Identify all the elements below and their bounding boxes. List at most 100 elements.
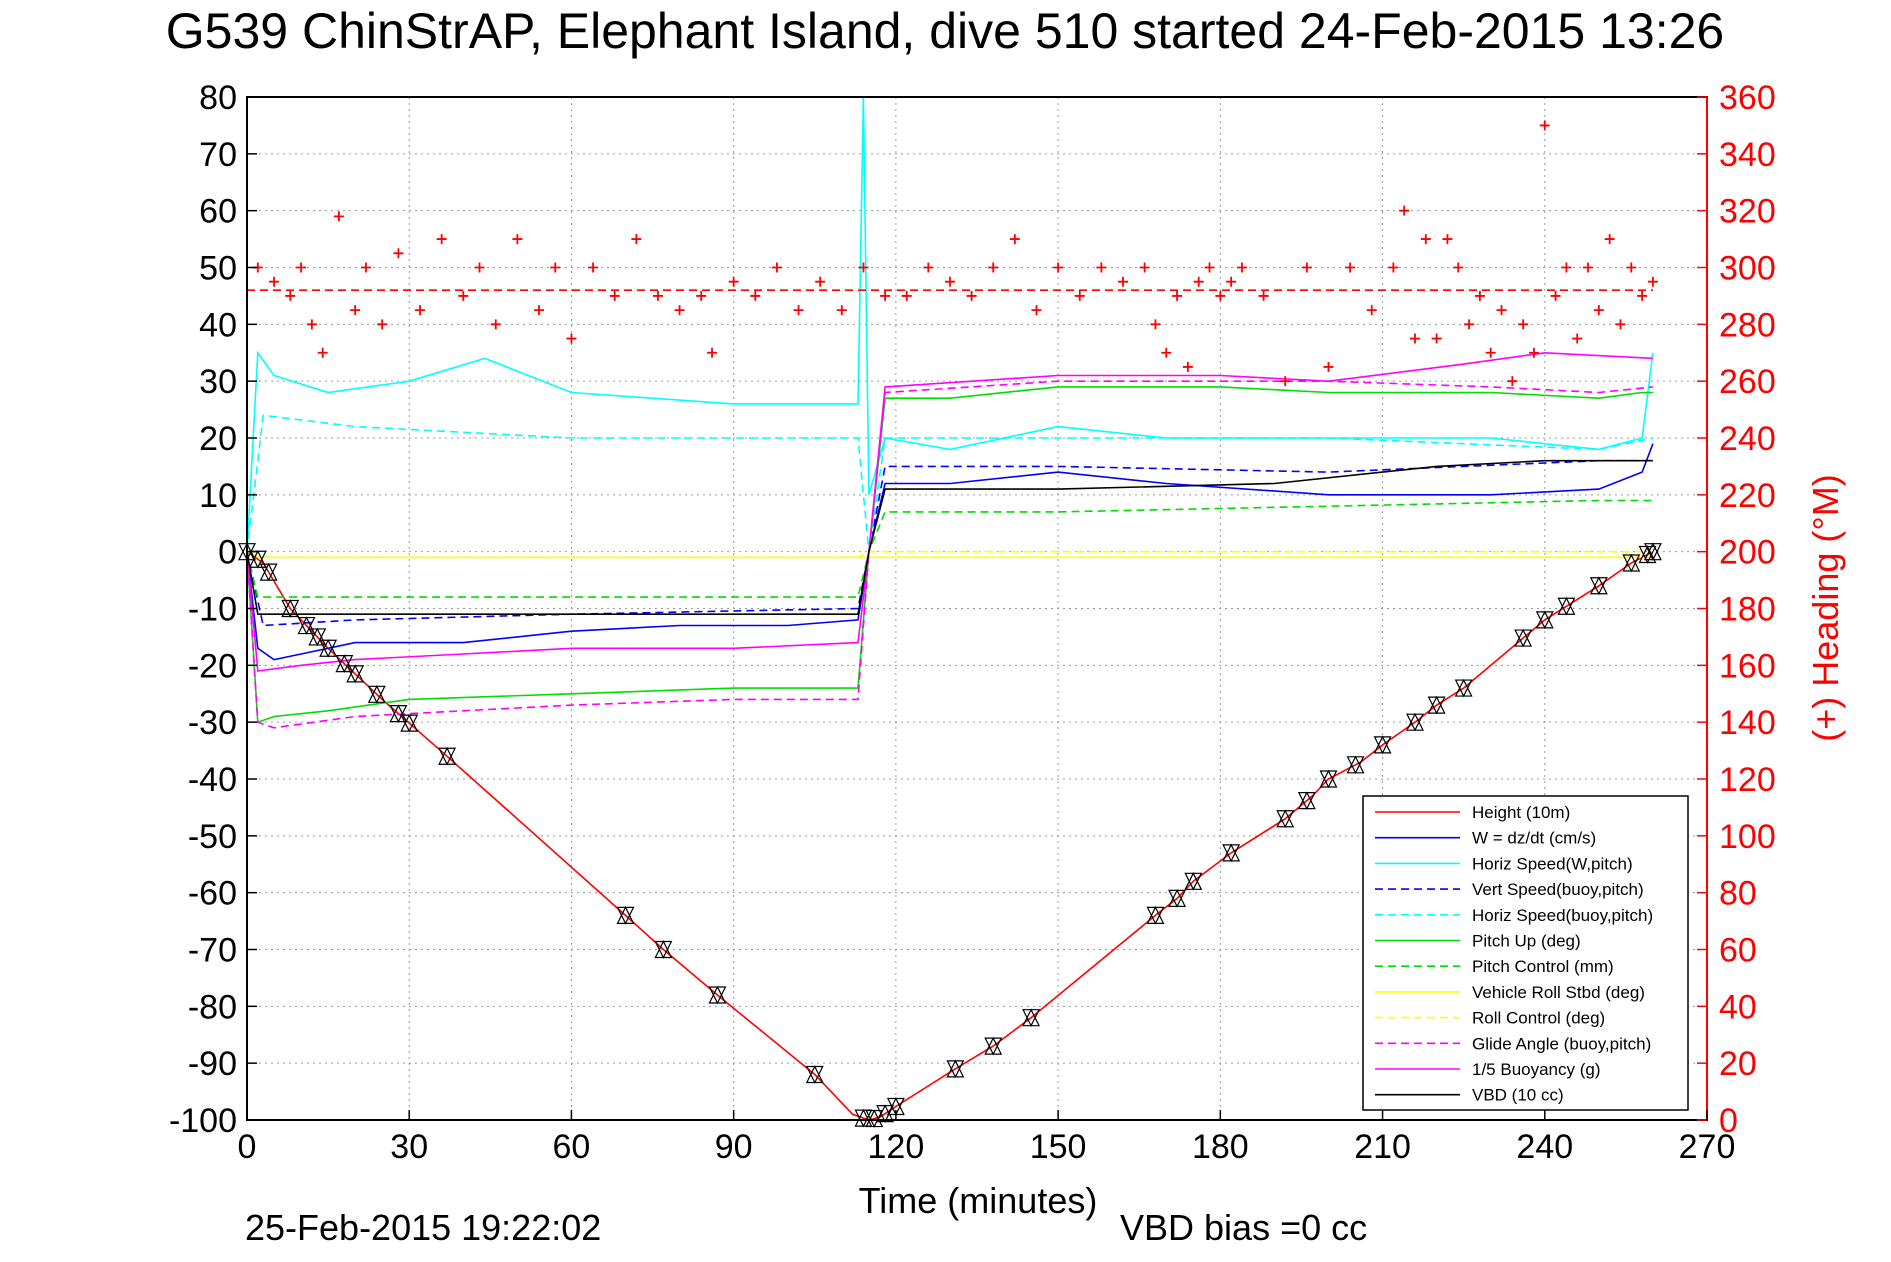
series-line-3: [247, 459, 1653, 627]
heading-marker: [1053, 262, 1064, 273]
y2-tick-label: 180: [1719, 591, 1776, 629]
heading-marker: [588, 262, 599, 273]
heading-marker: [1442, 234, 1453, 245]
heading-marker: [1096, 262, 1107, 273]
heading-marker: [1009, 234, 1020, 245]
y-tick-label: 50: [199, 250, 237, 288]
triangle-marker-down: [1022, 1009, 1041, 1028]
heading-marker: [393, 248, 404, 259]
y2-tick-label: 300: [1719, 250, 1776, 288]
heading-marker: [771, 262, 782, 273]
x-tick-label: 210: [1354, 1128, 1411, 1166]
heading-marker: [1637, 290, 1648, 301]
footer-note: VBD bias =0 cc: [1120, 1207, 1367, 1248]
triangle-marker-down: [1643, 543, 1662, 562]
y2-tick-label: 0: [1719, 1102, 1738, 1140]
triangle-marker-down: [1454, 679, 1473, 698]
heading-marker: [269, 276, 280, 287]
heading-marker: [1496, 305, 1507, 316]
heading-marker: [707, 347, 718, 358]
y2-tick-label: 80: [1719, 875, 1757, 913]
heading-marker: [360, 262, 371, 273]
triangle-marker-down: [1346, 756, 1365, 775]
heading-marker: [1474, 290, 1485, 301]
y-tick-label: 80: [199, 79, 237, 117]
legend-label: Glide Angle (buoy,pitch): [1472, 1034, 1651, 1053]
series-line-10: [247, 351, 1653, 672]
triangle-markers: [238, 542, 1662, 1128]
heading-marker: [317, 347, 328, 358]
heading-marker: [793, 305, 804, 316]
triangle-marker-down: [389, 705, 408, 723]
y-tick-label: -50: [188, 818, 237, 856]
series-line-8: [247, 550, 1653, 559]
heading-marker: [944, 276, 955, 287]
series-layer: [247, 97, 1654, 1120]
y-tick-label: -70: [188, 932, 237, 970]
triangle-marker-down: [1373, 736, 1392, 755]
y-tick-label: -60: [188, 875, 237, 913]
triangle-marker-down: [1184, 872, 1203, 891]
heading-marker: [1366, 305, 1377, 316]
heading-marker: [728, 276, 739, 287]
triangle-marker-down: [1638, 545, 1657, 564]
heading-marker: [1399, 205, 1410, 216]
heading-marker: [1410, 333, 1420, 344]
y2-tick-label: 60: [1719, 932, 1757, 970]
triangle-marker-down: [1146, 906, 1165, 925]
y-tick-label: 70: [199, 136, 237, 174]
legend-label: Horiz Speed(W,pitch): [1472, 854, 1633, 873]
triangle-marker-down: [346, 665, 365, 684]
triangle-marker-down: [1168, 889, 1187, 908]
series-line-7: [247, 550, 1653, 559]
heading-marker: [1647, 276, 1658, 287]
triangle-marker-down: [281, 599, 300, 618]
heading-marker: [1615, 319, 1626, 330]
heading-marker: [333, 211, 344, 222]
heading-marker: [377, 319, 388, 330]
heading-marker: [750, 290, 761, 301]
y2-tick-label: 100: [1719, 818, 1776, 856]
y-tick-label: 30: [199, 363, 237, 401]
x-tick-label: 120: [868, 1128, 925, 1166]
heading-marker: [1236, 262, 1247, 273]
series-line-9: [247, 380, 1653, 729]
heading-marker: [436, 234, 447, 245]
heading-marker: [512, 234, 523, 245]
legend-box: [1362, 795, 1689, 1111]
heading-marker: [550, 262, 561, 273]
heading-marker: [474, 262, 485, 273]
heading-marker: [858, 262, 869, 273]
heading-marker: [1593, 305, 1604, 316]
series-line-6: [247, 499, 1653, 598]
series-line-2: [247, 97, 1654, 552]
triangle-marker-down: [1514, 629, 1533, 648]
heading-marker: [1161, 347, 1172, 358]
triangle-marker-down: [1222, 844, 1241, 863]
heading-marker: [880, 290, 891, 301]
heading-marker: [1550, 290, 1561, 301]
heading-marker: [696, 290, 707, 301]
legend: Height (10m) W = dz/dt (cm/s) Horiz Speed(…: [1362, 795, 1689, 1111]
y2-tick-label: 260: [1719, 363, 1776, 401]
triangle-marker-down: [248, 550, 267, 569]
legend-label: Height (10m): [1472, 803, 1570, 822]
chart-title: G539 ChinStrAP, Elephant Island, dive 51…: [166, 3, 1724, 59]
heading-marker: [1204, 262, 1215, 273]
heading-marker: [1226, 276, 1237, 287]
heading-marker: [1031, 305, 1042, 316]
heading-marker: [1301, 262, 1312, 273]
heading-marker: [674, 305, 685, 316]
triangle-marker-down: [335, 655, 354, 673]
legend-label: Pitch Up (deg): [1472, 932, 1581, 951]
heading-marker: [1518, 319, 1529, 330]
x-tick-label: 30: [390, 1128, 428, 1166]
heading-marker: [901, 290, 912, 301]
y-tick-label: -30: [188, 704, 237, 742]
heading-marker: [1572, 333, 1583, 344]
heading-marker: [306, 319, 317, 330]
heading-marker: [1604, 234, 1615, 245]
y-tick-label: -90: [188, 1045, 237, 1083]
y-tick-label: 10: [199, 477, 237, 515]
